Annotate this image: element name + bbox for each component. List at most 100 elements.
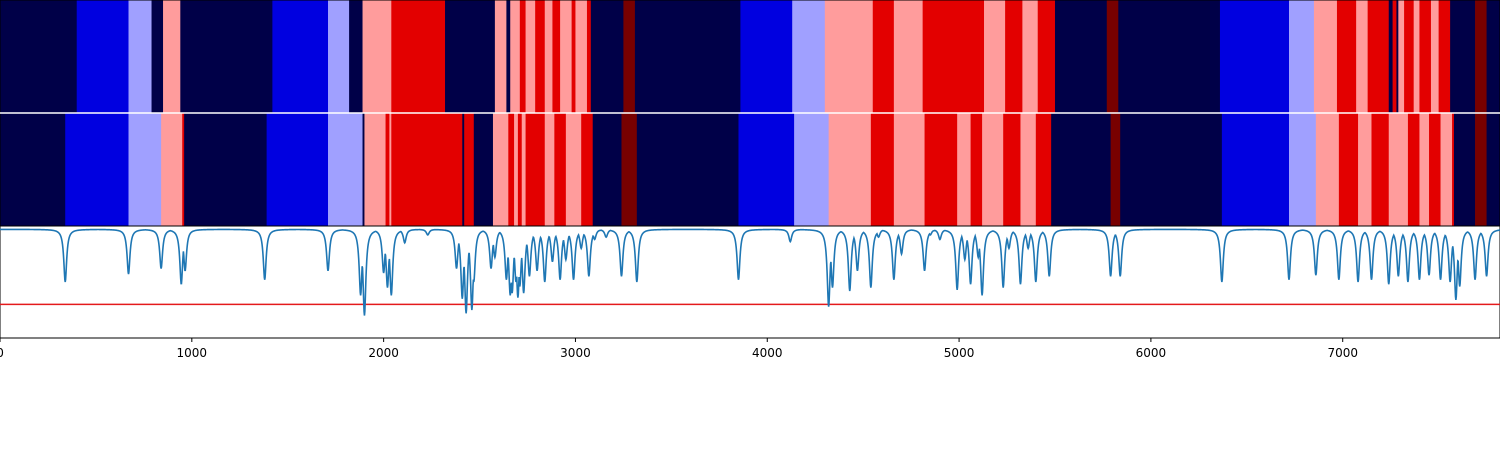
line-panel-frame <box>0 225 1500 339</box>
heatmap-segment-light-blue <box>128 113 162 226</box>
x-tick-label: 2000 <box>368 346 399 360</box>
heatmap-segment-blue <box>1219 0 1290 113</box>
heatmap-segment-dark-blue <box>184 113 268 226</box>
heatmap-segment-red <box>391 113 463 226</box>
heatmap-segment-pink <box>957 113 971 226</box>
heatmap-segment-red <box>517 113 523 226</box>
heatmap-segment-pink <box>1413 0 1420 113</box>
heatmap-segment-red <box>870 113 895 226</box>
heatmap-segment-light-blue <box>128 0 152 113</box>
heatmap-segment-dark-red <box>1475 113 1487 226</box>
heatmap-segment-red <box>1035 113 1052 226</box>
heatmap-segment-pink <box>161 113 183 226</box>
heatmap-segment-red <box>1371 113 1390 226</box>
heatmap-segment-dark-blue <box>592 113 622 226</box>
heatmap-segment-dark-blue <box>636 113 739 226</box>
heatmap-segment-pink <box>364 113 386 226</box>
heatmap-segment-light-blue <box>328 113 363 226</box>
heatmap-segment-red <box>385 113 390 226</box>
heatmap-segment-pink <box>525 0 536 113</box>
x-tick-label: 7000 <box>1327 346 1358 360</box>
heatmap-segment-pink <box>1356 0 1369 113</box>
heatmap-segment-dark-red <box>1106 0 1119 113</box>
heatmap-segment-pink <box>521 113 526 226</box>
heatmap-segment-dark-red <box>621 113 638 226</box>
heatmap-segment-pink <box>1430 0 1440 113</box>
top-heatmap-track <box>0 0 1500 113</box>
heatmap-segment-red <box>391 0 446 113</box>
heatmap-segment-light-blue <box>1289 113 1317 226</box>
heatmap-segment-dark-blue <box>362 113 365 226</box>
heatmap-segment-pink <box>1398 0 1405 113</box>
signal-line <box>0 228 1500 316</box>
heatmap-segment-dark-blue <box>0 0 78 113</box>
heatmap-segment-pink <box>494 0 507 113</box>
heatmap-segment-dark-blue <box>180 0 273 113</box>
x-tick-label: 0 <box>0 346 4 360</box>
heatmap-segment-pink <box>984 0 1006 113</box>
heatmap-segment-dark-red <box>623 0 636 113</box>
heatmap-segment-red <box>924 113 958 226</box>
heatmap-segment-red <box>525 113 546 226</box>
heatmap-segment-red <box>1392 0 1397 113</box>
heatmap-segment-red <box>554 113 567 226</box>
heatmap-segment-blue <box>272 0 329 113</box>
heatmap-segment-red <box>1336 0 1357 113</box>
heatmap-segment-dark-blue <box>445 0 496 113</box>
heatmap-segment-red <box>1003 113 1021 226</box>
heatmap-segment-dark-blue <box>590 0 624 113</box>
heatmap-segment-pink <box>982 113 1004 226</box>
x-tick-label: 6000 <box>1136 346 1167 360</box>
heatmap-segment-light-blue <box>794 113 830 226</box>
heatmap-segment-red <box>1005 0 1023 113</box>
heatmap-segment-pink <box>824 0 874 113</box>
heatmap-segment-dark-blue <box>634 0 741 113</box>
heatmap-segment-blue <box>76 0 129 113</box>
heatmap-segment-red <box>872 0 895 113</box>
heatmap-segment-dark-blue <box>151 0 164 113</box>
heatmap-segment-pink <box>1358 113 1372 226</box>
heatmap-segment-pink <box>389 113 392 226</box>
heatmap-segment-red <box>1452 113 1455 226</box>
heatmap-segment-light-blue <box>792 0 826 113</box>
heatmap-segment-pink <box>828 113 872 226</box>
heatmap-segment-pink <box>544 0 553 113</box>
heatmap-segment-red <box>571 0 576 113</box>
heatmap-segment-dark-blue <box>1486 0 1500 113</box>
heatmap-segment-dark-blue <box>1486 113 1500 226</box>
heatmap-segment-dark-blue <box>473 113 494 226</box>
heatmap-segment-pink <box>1315 113 1340 226</box>
heatmap-segment-red <box>586 0 592 113</box>
heatmap-segment-blue <box>738 113 795 226</box>
heatmap-segment-red <box>552 0 561 113</box>
heatmap-segment-red <box>519 0 526 113</box>
heatmap-segment-dark-blue <box>349 0 363 113</box>
heatmap-segment-dark-blue <box>0 113 66 226</box>
heatmap-segment-pink <box>544 113 555 226</box>
heatmap-segment-red <box>1407 113 1420 226</box>
heatmap-segment-blue <box>266 113 329 226</box>
heatmap-segment-pink <box>1419 113 1430 226</box>
heatmap-segment-red <box>508 113 515 226</box>
heatmap-segment-red <box>1037 0 1056 113</box>
heatmap-segment-blue <box>1221 113 1290 226</box>
heatmap-segment-red <box>535 0 546 113</box>
heatmap-segment-red <box>1419 0 1432 113</box>
heatmap-segment-dark-red <box>1110 113 1121 226</box>
heatmap-segment-dark-blue <box>1118 0 1221 113</box>
heatmap-segment-red <box>970 113 983 226</box>
heatmap-segment-blue <box>740 0 793 113</box>
heatmap-segment-red <box>182 113 185 226</box>
heatmap-segment-pink <box>510 0 521 113</box>
heatmap-segment-light-blue <box>328 0 350 113</box>
heatmap-segment-dark-blue <box>506 0 511 113</box>
heatmap-segment-pink <box>1313 0 1338 113</box>
heatmap-segment-dark-blue <box>1120 113 1223 226</box>
heatmap-segment-pink <box>893 113 925 226</box>
heatmap-segment-red <box>1438 0 1451 113</box>
heatmap-segment-dark-blue <box>1054 0 1108 113</box>
heatmap-segment-pink <box>893 0 924 113</box>
heatmap-segment-pink <box>362 0 392 113</box>
heatmap-segment-dark-blue <box>462 113 465 226</box>
